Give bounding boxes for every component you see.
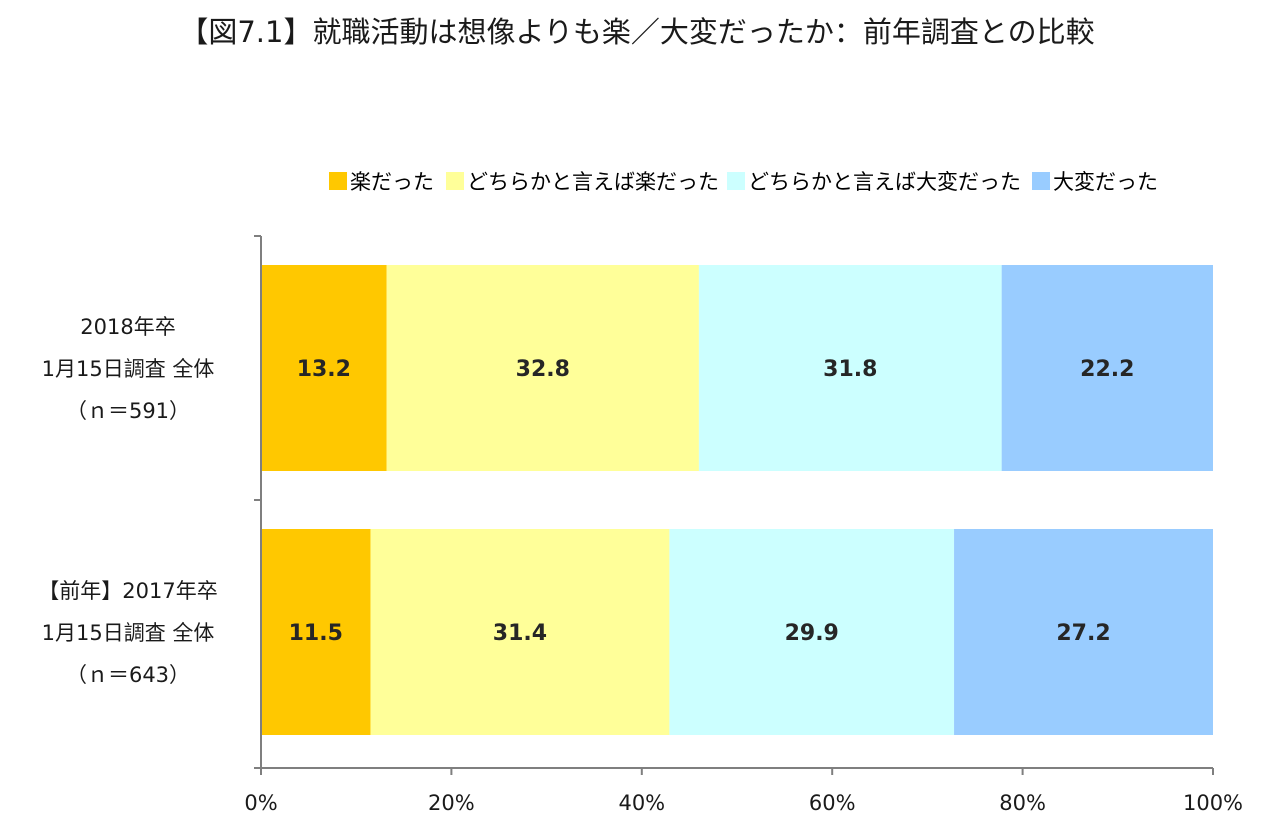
category-label: （ｎ＝643） [66, 663, 190, 687]
bar-segment [386, 265, 699, 471]
x-tick-label: 0% [244, 791, 277, 815]
bar-segment [370, 529, 670, 735]
category-label: 1月15日調査 全体 [42, 621, 215, 645]
data-label: 31.8 [823, 357, 877, 382]
data-label: 22.2 [1080, 357, 1134, 382]
legend-swatch [329, 172, 347, 190]
category-label: 1月15日調査 全体 [42, 357, 215, 381]
bar-segment [954, 529, 1213, 735]
data-labels: 13.2 32.8 31.8 22.2 11.5 31.4 29.9 27.2 [289, 357, 1135, 646]
legend-swatch [727, 172, 745, 190]
legend-label: どちらかと言えば楽だった [467, 170, 719, 194]
data-label: 31.4 [493, 621, 547, 646]
bar-segment [261, 265, 387, 471]
x-tick-label: 20% [428, 791, 475, 815]
legend-label: 大変だった [1053, 170, 1158, 194]
data-label: 13.2 [297, 357, 351, 382]
bar-segment [698, 265, 1002, 471]
legend-label: 楽だった [350, 170, 434, 194]
legend-label: どちらかと言えば大変だった [748, 170, 1021, 194]
bars [261, 265, 1213, 735]
category-label: 2018年卒 [80, 315, 175, 339]
bar-segment [261, 529, 371, 735]
x-tick-label: 60% [809, 791, 856, 815]
data-label: 32.8 [516, 357, 570, 382]
bar-segment [669, 529, 955, 735]
category-label: 【前年】2017年卒 [38, 579, 217, 603]
legend-swatch [446, 172, 464, 190]
bar-segment [1001, 265, 1213, 471]
axes: 0% 20% 40% 60% 80% 100% [244, 235, 1243, 815]
legend: 楽だった どちらかと言えば楽だった どちらかと言えば大変だった 大変だった [329, 170, 1158, 194]
data-label: 11.5 [289, 621, 343, 646]
category-label: （ｎ＝591） [66, 399, 190, 423]
data-label: 27.2 [1056, 621, 1110, 646]
chart-title: 【図7.1】就職活動は想像よりも楽／大変だったか：前年調査との比較 [179, 15, 1095, 49]
category-labels: 2018年卒 1月15日調査 全体 （ｎ＝591） 【前年】2017年卒 1月15日調査… [38, 315, 217, 687]
x-tick-label: 100% [1183, 791, 1243, 815]
data-label: 29.9 [785, 621, 839, 646]
x-tick-label: 80% [999, 791, 1046, 815]
x-tick-label: 40% [618, 791, 665, 815]
legend-swatch [1032, 172, 1050, 190]
